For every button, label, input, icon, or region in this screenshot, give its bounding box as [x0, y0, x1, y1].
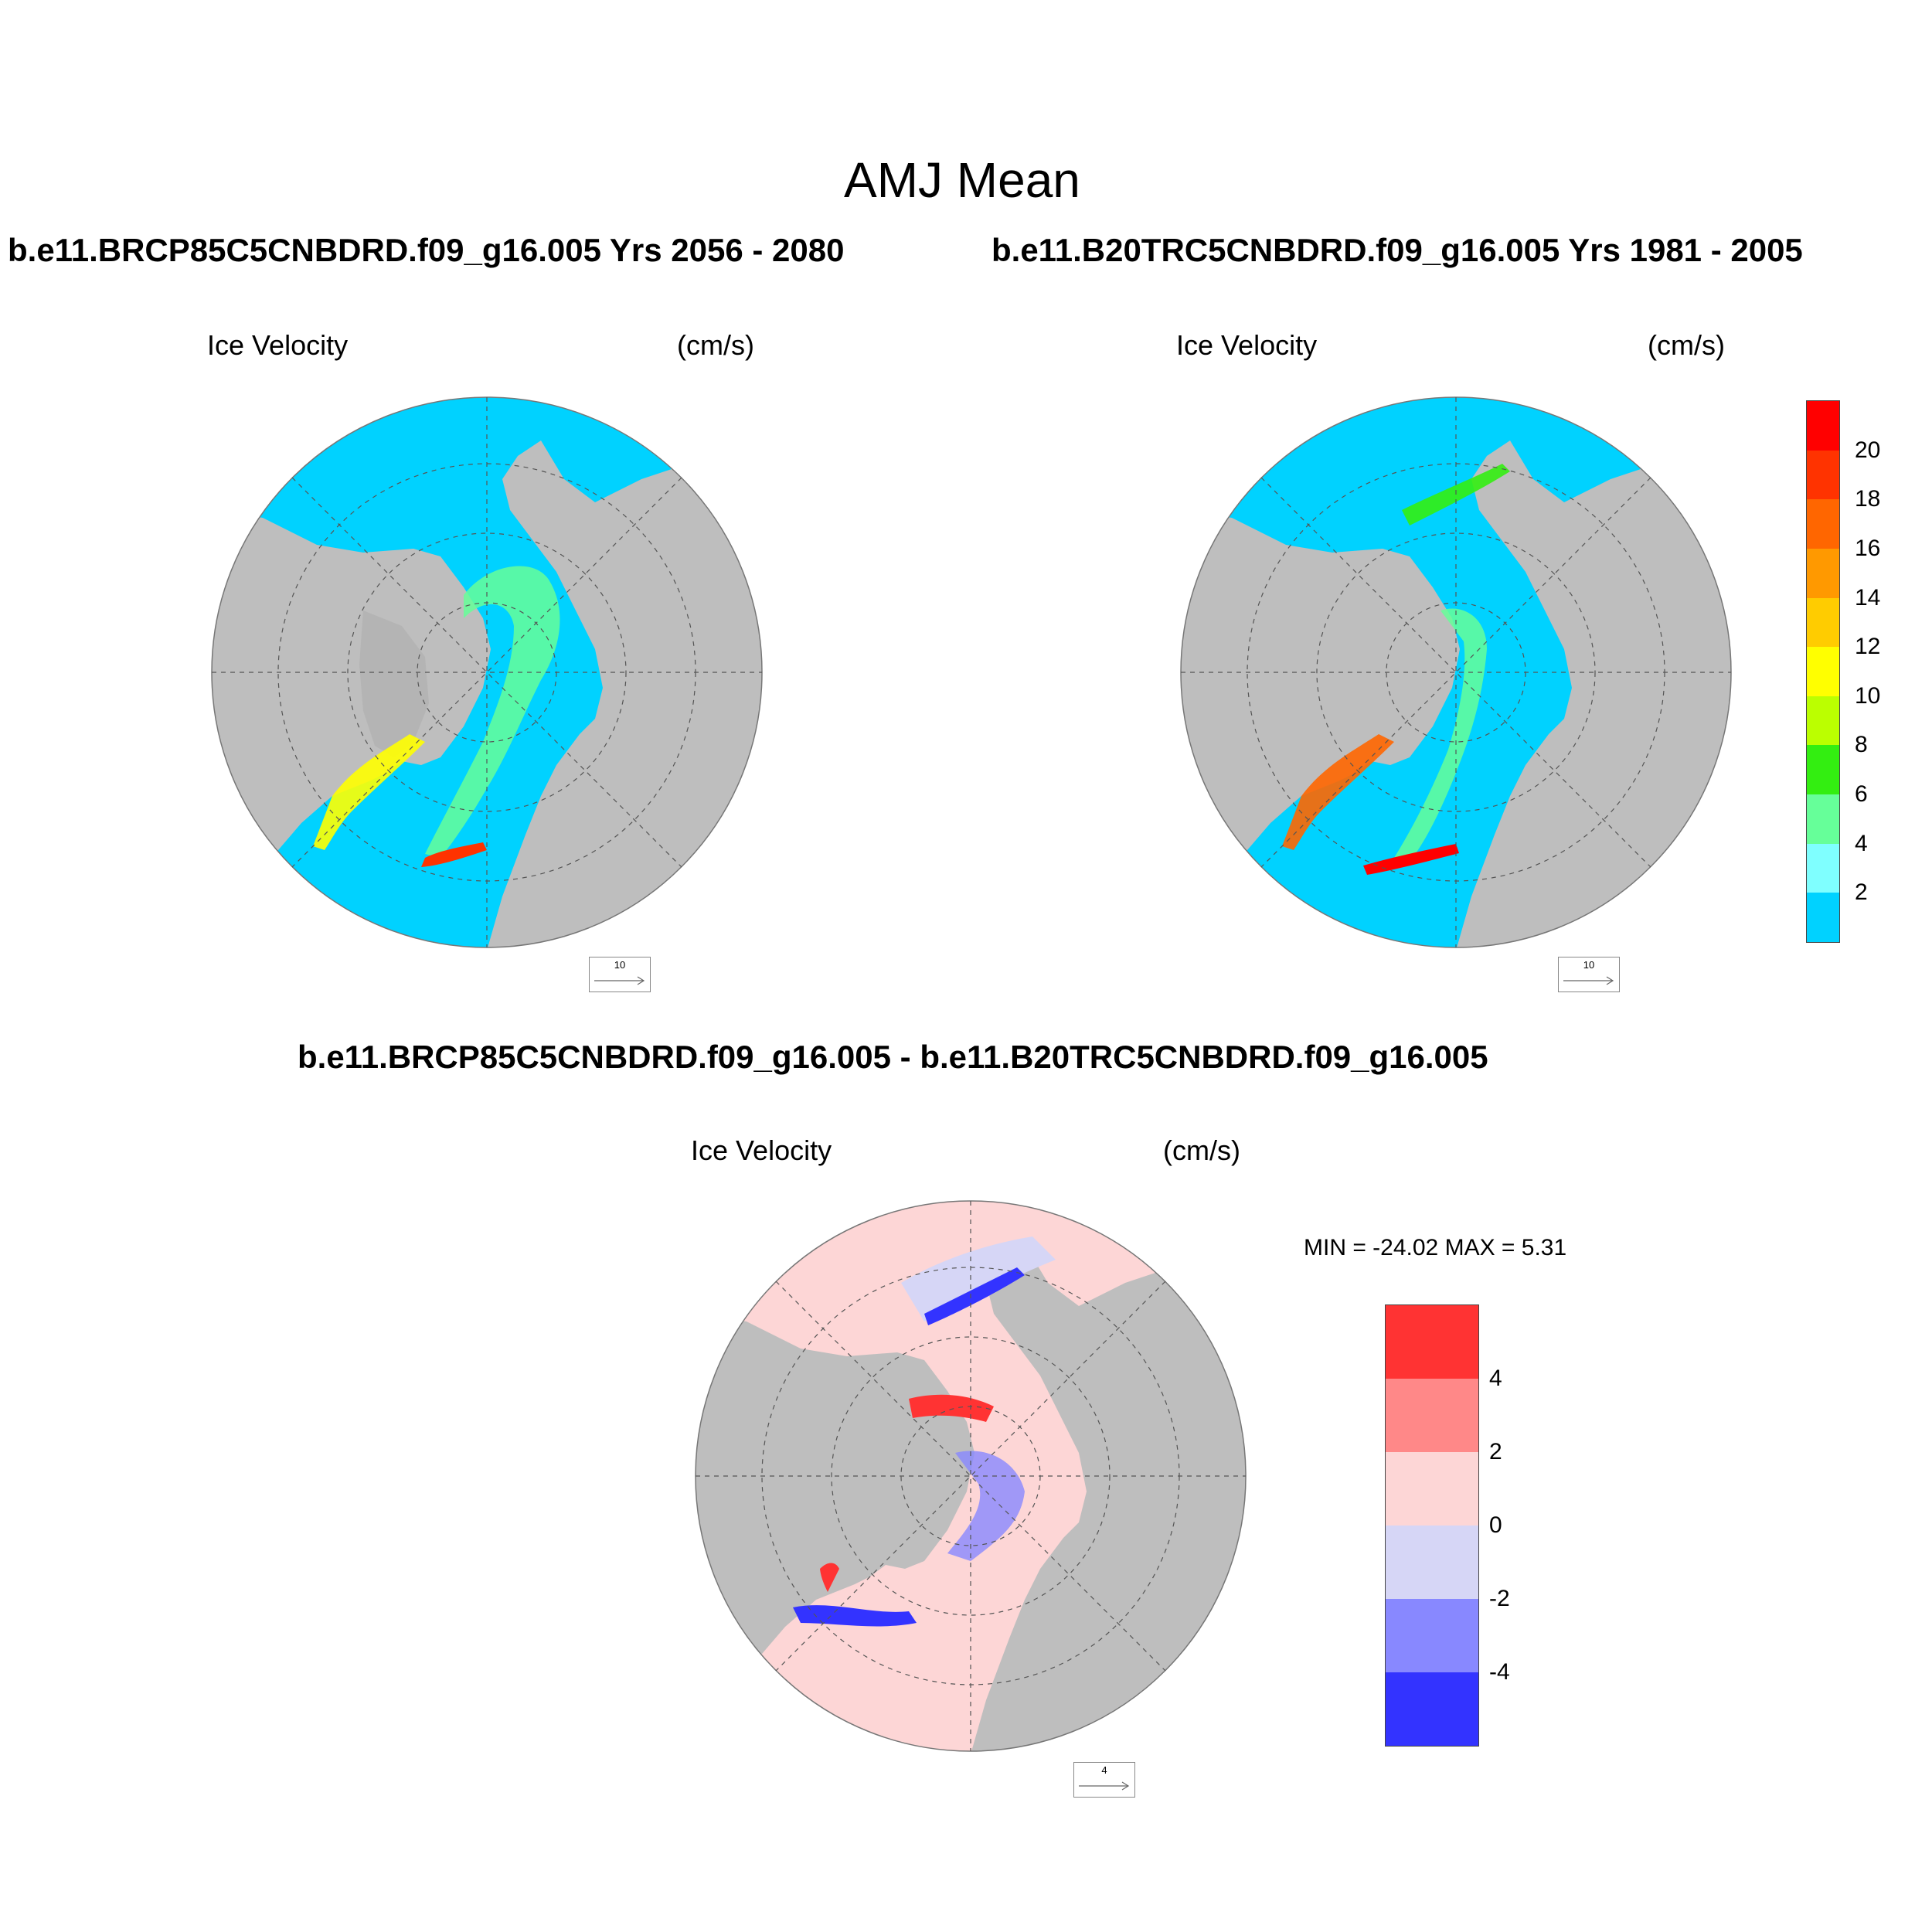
- colorbar-tick-label: 2: [1855, 879, 1868, 906]
- panel3-heading: b.e11.BRCP85C5CNBDRD.f09_g16.005 - b.e11…: [298, 1039, 1488, 1075]
- colorbar-cell: [1386, 1305, 1478, 1379]
- colorbar-cell: [1807, 597, 1839, 648]
- difference-stats-label: MIN = -24.02 MAX = 5.31: [1304, 1235, 1567, 1260]
- panel3-reference-vector-value: 4: [1101, 1764, 1107, 1776]
- colorbar-tick-label: 20: [1855, 437, 1881, 463]
- panel1-heading: b.e11.BRCP85C5CNBDRD.f09_g16.005 Yrs 205…: [8, 232, 845, 268]
- diff-baffin-negative: [793, 1605, 917, 1627]
- colorbar-cell: [1386, 1452, 1478, 1526]
- colorbar-cell: [1386, 1379, 1478, 1452]
- colorbar-tick-label: 14: [1855, 584, 1881, 611]
- panel1-units-label: (cm/s): [677, 329, 754, 361]
- ice-baffin-band: [1282, 734, 1394, 850]
- reference-arrow-icon: [1079, 1781, 1130, 1791]
- panel3-variable-label: Ice Velocity: [691, 1134, 832, 1166]
- diff-transpolar-negative: [947, 1451, 1025, 1561]
- colorbar-cell: [1807, 745, 1839, 795]
- colorbar-tick-label: 2: [1489, 1439, 1502, 1464]
- colorbar-cell: [1807, 401, 1839, 451]
- colorbar-tick-label: 10: [1855, 682, 1881, 709]
- colorbar-cell: [1807, 794, 1839, 844]
- colorbar-tick-label: 0: [1489, 1512, 1502, 1538]
- reference-arrow-icon: [1563, 976, 1614, 985]
- colorbar-cell: [1386, 1672, 1478, 1746]
- panel3-units-label: (cm/s): [1163, 1134, 1240, 1166]
- colorbar-cell: [1807, 548, 1839, 598]
- difference-colorbar: 4 2 0 -2 -4: [1385, 1304, 1510, 1747]
- diff-beaufort-positive: [909, 1394, 994, 1422]
- colorbar-cell: [1807, 843, 1839, 893]
- ice-east-greenland-band: [421, 842, 487, 867]
- north-america-land: [212, 510, 491, 896]
- reference-arrow-icon: [594, 976, 645, 985]
- panel2-variable-label: Ice Velocity: [1176, 329, 1318, 361]
- north-america-land: [696, 1314, 975, 1700]
- colorbar-tick-label: 12: [1855, 634, 1881, 660]
- colorbar-tick-label: -4: [1489, 1659, 1510, 1685]
- panel1-polar-map: [211, 396, 763, 948]
- velocity-colorbar: 2 4 6 8 10 12 14 16 18 20: [1806, 400, 1880, 943]
- panel1-reference-vector-value: 10: [614, 959, 626, 971]
- ice-east-greenland-band: [1363, 844, 1459, 875]
- ice-transpolar-band: [425, 566, 560, 858]
- diff-barents-strong-negative: [924, 1267, 1025, 1325]
- panel2-reference-vector-box: 10: [1558, 957, 1620, 992]
- figure-title: AMJ Mean: [844, 152, 1080, 208]
- panel2-polar-map: [1180, 396, 1732, 948]
- diff-baffin-positive: [820, 1563, 839, 1592]
- panel2-units-label: (cm/s): [1648, 329, 1725, 361]
- colorbar-tick-label: 6: [1855, 781, 1868, 808]
- panel1-variable-label: Ice Velocity: [207, 329, 349, 361]
- north-america-land: [1181, 510, 1460, 896]
- eurasia-land: [487, 440, 762, 947]
- colorbar-tick-label: 8: [1855, 732, 1868, 758]
- colorbar-tick-label: 16: [1855, 535, 1881, 561]
- colorbar-tick-label: -2: [1489, 1586, 1510, 1611]
- diff-barents-negative: [901, 1236, 1056, 1321]
- colorbar-tick-label: 4: [1489, 1366, 1502, 1391]
- colorbar-cell: [1807, 893, 1839, 942]
- colorbar-tick-label: 18: [1855, 486, 1881, 512]
- panel1-reference-vector-box: 10: [589, 957, 651, 992]
- panel2-reference-vector-value: 10: [1583, 959, 1595, 971]
- ice-transpolar-band: [1394, 608, 1487, 862]
- panel3-polar-map: [695, 1200, 1247, 1752]
- colorbar-tick-label: 4: [1855, 830, 1868, 856]
- colorbar-cell: [1807, 450, 1839, 500]
- colorbar-cell: [1386, 1599, 1478, 1672]
- greenland-land: [359, 611, 429, 757]
- colorbar-cell: [1807, 647, 1839, 696]
- panel3-reference-vector-box: 4: [1073, 1762, 1135, 1798]
- eurasia-land: [971, 1244, 1246, 1751]
- ice-baffin-band: [313, 734, 425, 850]
- panel2-heading: b.e11.B20TRC5CNBDRD.f09_g16.005 Yrs 1981…: [992, 232, 1803, 268]
- eurasia-land: [1456, 440, 1731, 947]
- colorbar-cell: [1807, 696, 1839, 746]
- colorbar-cell: [1807, 499, 1839, 549]
- colorbar-cell: [1386, 1526, 1478, 1599]
